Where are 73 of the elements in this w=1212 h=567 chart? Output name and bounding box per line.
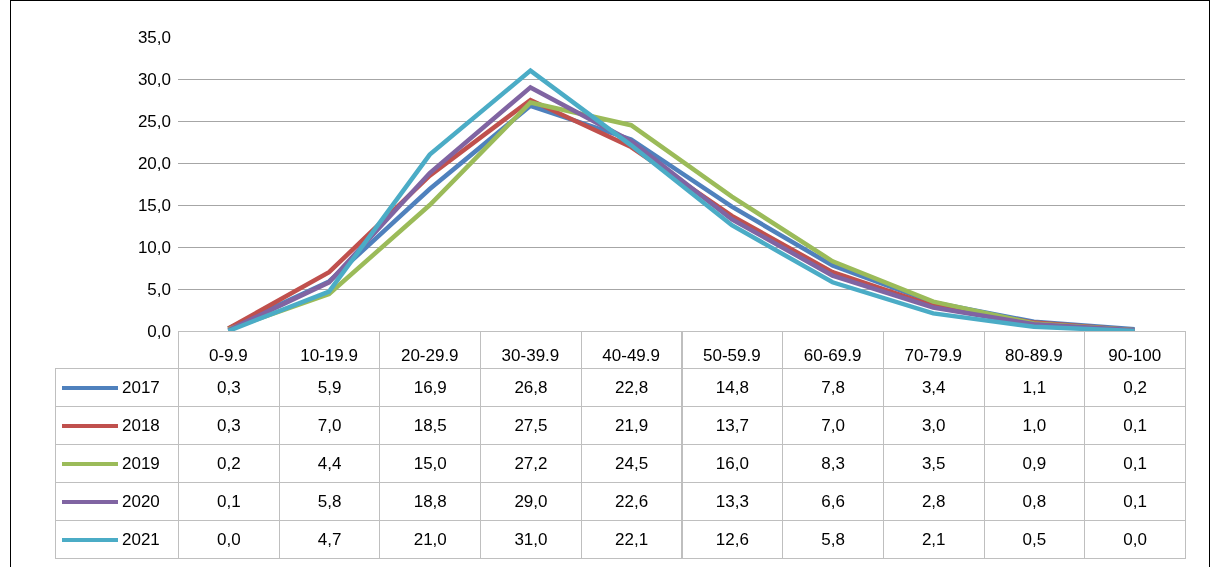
- x-tick-label: 70-79.9: [904, 346, 963, 366]
- data-label: 21,9: [580, 406, 683, 445]
- data-label: 1,1: [983, 368, 1086, 407]
- data-label: 3,4: [882, 368, 985, 407]
- legend-label: 2017: [122, 377, 160, 398]
- data-label: 0,3: [178, 406, 280, 445]
- y-tick-label: 25,0: [137, 111, 171, 131]
- data-label: 0,2: [1084, 368, 1186, 407]
- data-label: 6,6: [782, 482, 884, 521]
- data-label: 15,0: [379, 444, 482, 483]
- y-tick-label: 0,0: [147, 321, 171, 341]
- data-label: 0,1: [1084, 444, 1186, 483]
- y-tick-label: 10,0: [137, 237, 171, 257]
- data-label: 0,2: [178, 444, 280, 483]
- data-label: 22,6: [580, 482, 683, 521]
- data-label: 27,2: [480, 444, 582, 483]
- data-label: 0,1: [1084, 406, 1186, 445]
- x-tick-label: 50-59.9: [703, 346, 761, 366]
- x-tick-label: 0-9.9: [208, 346, 248, 366]
- x-tick-label: 20-29.9: [400, 346, 459, 366]
- data-label: 13,3: [681, 482, 784, 521]
- data-label: 7,8: [782, 368, 884, 407]
- data-label: 0,8: [983, 482, 1086, 521]
- data-label: 0,3: [178, 368, 280, 407]
- data-label: 24,5: [580, 444, 683, 483]
- x-tick-label: 10-19.9: [300, 346, 358, 366]
- data-label: 18,5: [379, 406, 482, 445]
- y-tick-label: 15,0: [137, 195, 171, 215]
- y-tick-label: 5,0: [147, 279, 171, 299]
- data-label: 3,0: [882, 406, 985, 445]
- data-label: 1,0: [983, 406, 1086, 445]
- legend-label: 2021: [122, 529, 160, 550]
- data-label: 18,8: [379, 482, 482, 521]
- data-label: 13,7: [681, 406, 784, 445]
- data-label: 7,0: [278, 406, 381, 445]
- data-label: 0,1: [1084, 482, 1186, 521]
- data-label: 0,5: [983, 520, 1086, 559]
- data-label: 0,1: [178, 482, 280, 521]
- data-label: 16,9: [379, 368, 482, 407]
- data-label: 5,8: [782, 520, 884, 559]
- data-label: 4,7: [278, 520, 381, 559]
- legend-label: 2019: [122, 453, 160, 474]
- data-label: 2,1: [882, 520, 985, 559]
- data-label: 14,8: [681, 368, 784, 407]
- legend-label: 2020: [122, 491, 160, 512]
- x-tick-label: 30-39.9: [501, 346, 560, 366]
- data-label: 5,9: [278, 368, 381, 407]
- x-tick-label: 80-89.9: [1005, 346, 1063, 366]
- data-label: 29,0: [480, 482, 582, 521]
- data-label: 3,5: [882, 444, 985, 483]
- data-label: 7,0: [782, 406, 884, 445]
- data-label: 16,0: [681, 444, 784, 483]
- data-label: 4,4: [278, 444, 381, 483]
- data-label: 0,9: [983, 444, 1086, 483]
- data-label: 2,8: [882, 482, 985, 521]
- y-tick-label: 30,0: [137, 69, 171, 89]
- data-label: 31,0: [480, 520, 582, 559]
- y-tick-label: 35,0: [137, 27, 171, 47]
- data-label: 0,0: [178, 520, 280, 559]
- data-label: 8,3: [782, 444, 884, 483]
- data-label: 26,8: [480, 368, 582, 407]
- data-label: 22,1: [580, 520, 683, 559]
- data-label: 12,6: [681, 520, 784, 559]
- data-label: 0,0: [1084, 520, 1186, 559]
- legend-label: 2018: [122, 415, 160, 436]
- y-tick-label: 20,0: [137, 153, 171, 173]
- data-label: 27,5: [480, 406, 582, 445]
- x-tick-label: 40-49.9: [602, 346, 660, 366]
- data-label: 22,8: [580, 368, 683, 407]
- data-label: 5,8: [278, 482, 381, 521]
- x-tick-label: 90-100: [1108, 346, 1162, 366]
- x-tick-label: 60-69.9: [803, 346, 862, 366]
- data-label: 21,0: [379, 520, 482, 559]
